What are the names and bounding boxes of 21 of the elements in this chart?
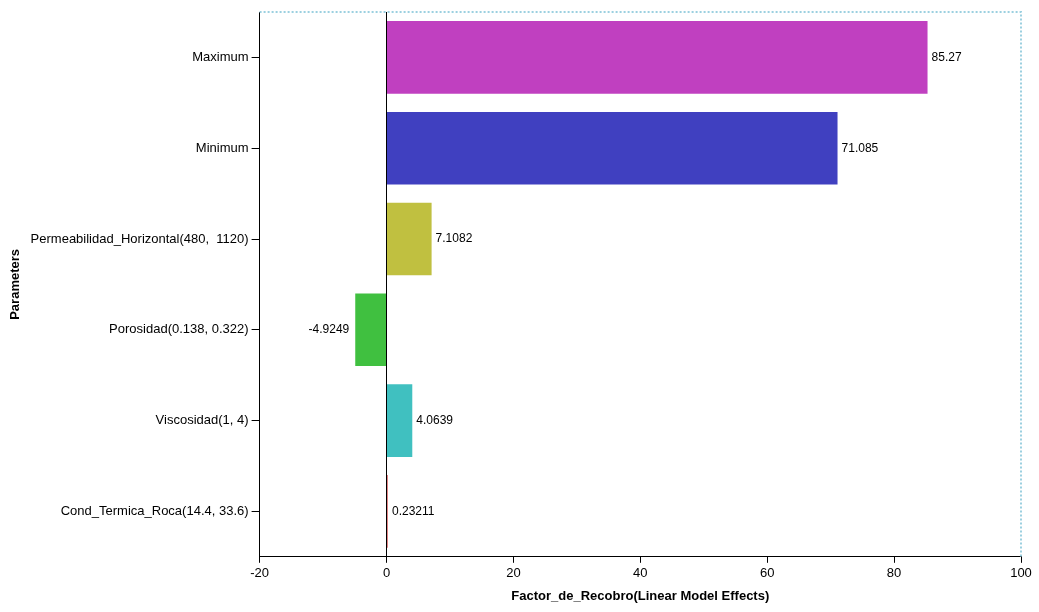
- x-tick-label: 20: [506, 565, 521, 581]
- data-label: 4.0639: [416, 412, 454, 427]
- y-tick-label: Maximum: [192, 48, 249, 64]
- data-label: 71.085: [841, 140, 879, 155]
- y-tick-label: Minimum: [195, 139, 249, 155]
- x-axis-title: Factor_de_Recobro(Linear Model Effects): [511, 587, 770, 603]
- data-label: 7.1082: [435, 231, 473, 246]
- x-tick-label: 40: [633, 565, 648, 581]
- data-label: 0.23211: [391, 503, 435, 518]
- x-tick-label: 80: [886, 565, 902, 581]
- data-label: -4.9249: [308, 322, 350, 337]
- x-tick-label: 0: [382, 565, 391, 581]
- y-tick-label: Permeabilidad_Horizontal(480, 1120): [30, 230, 249, 246]
- y-tick-label: Cond_Termica_Roca(14.4, 33.6): [60, 502, 249, 518]
- y-tick-label: Viscosidad(1, 4): [155, 412, 249, 428]
- data-label: 85.27: [931, 49, 962, 64]
- y-tick-label: Porosidad(0.138, 0.322): [109, 321, 249, 337]
- x-tick-label: 60: [759, 565, 775, 581]
- x-tick-label: 100: [1010, 565, 1032, 581]
- y-axis-title: Parameters: [7, 248, 23, 320]
- x-tick-label: -20: [250, 565, 269, 581]
